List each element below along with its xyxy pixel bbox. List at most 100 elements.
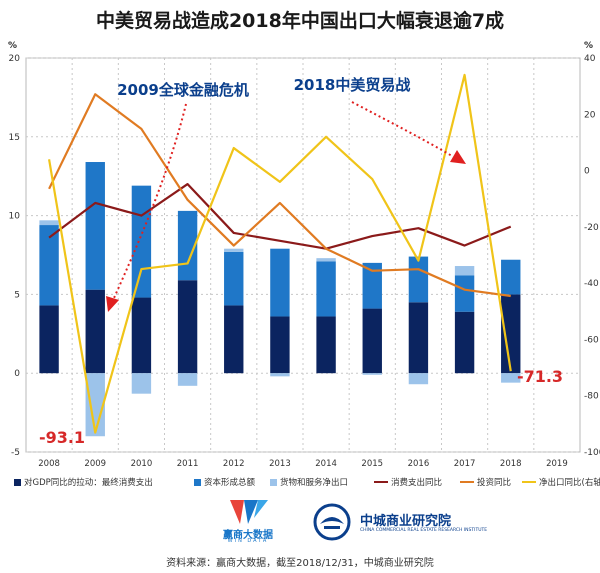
bar-consumption (501, 294, 521, 374)
winbrand-name: 赢商大数据 (223, 530, 273, 541)
legend-label: 投资同比 (477, 478, 512, 488)
legend-item-consumption-yoy: 消费支出同比 (374, 476, 442, 488)
x-tick-label: 2012 (223, 459, 245, 469)
x-tick-label: 2014 (315, 459, 337, 469)
chart-canvas: %% -5 0 5 10 15 20 -100 -80 -60 -40 -20 0 20 40 2008 200… (8, 41, 600, 469)
arrow-2009-head (106, 296, 119, 312)
x-tick-label: 2013 (269, 459, 291, 469)
right-tick-label: 40 (584, 54, 596, 64)
bar-net-export (39, 220, 59, 226)
annotation-2018-tradewar: 2018中美贸易战 (294, 76, 411, 94)
left-tick-label: 5 (14, 290, 20, 300)
x-tick-label: 2009 (84, 459, 106, 469)
bar-net-export (316, 258, 336, 262)
legend-swatch (522, 481, 536, 483)
annotation-2009-crisis: 2009全球金融危机 (117, 81, 249, 99)
legend-label: 货物和服务净出口 (280, 478, 349, 488)
zc-name: 中城商业研究院 (360, 514, 452, 529)
zc-logo: 中城商业研究院 CHINA COMMERCIAL REAL ESTATE RES… (312, 500, 512, 546)
legend-item-netexport-yoy: 净出口同比(右轴) (522, 476, 600, 488)
bar-capital-formation (177, 210, 198, 281)
x-tick-label: 2016 (408, 459, 430, 469)
arrow-2018-head (450, 150, 466, 164)
arrow-2009-line (113, 103, 187, 299)
right-tick-label: 0 (584, 167, 590, 177)
left-tick-label: 20 (9, 54, 21, 64)
legend-swatch (374, 481, 388, 483)
bar-net-export (362, 373, 382, 375)
legend-swatch (14, 478, 21, 486)
line-consumption-yoy (48, 182, 512, 250)
winbrand-name-en: WIN DATA (227, 538, 269, 544)
legend-swatch (194, 478, 201, 486)
bar-capital-formation (270, 248, 290, 317)
bar-consumption (85, 289, 105, 374)
legend-item-investment-yoy: 投资同比 (460, 476, 511, 488)
zc-mark-icon (313, 503, 351, 541)
chart-title: 中美贸易战造成2018年中国出口大幅衰退逾7成 (95, 10, 505, 32)
legend-label: 资本形成总额 (204, 478, 256, 488)
legend-swatch (460, 481, 474, 483)
line-investment-yoy (48, 93, 511, 298)
bar-capital-formation (501, 259, 521, 295)
bar-capital-formation (362, 262, 382, 309)
legend-label: 对GDP同比的拉动：最终消费支出 (24, 478, 153, 488)
line-netexport-yoy (47, 73, 512, 434)
bar-capital-formation (39, 225, 59, 306)
x-tick-label: 2015 (361, 459, 383, 469)
bar-consumption (39, 305, 59, 374)
zc-name-en: CHINA COMMERCIAL REAL ESTATE RESEARCH IN… (360, 528, 488, 533)
legend-label: 净出口同比(右轴) (539, 478, 600, 488)
right-axis-unit: % (584, 41, 593, 51)
bar-net-export (408, 373, 429, 385)
bar-capital-formation (85, 162, 105, 290)
annotation-value-2018: -71.3 (517, 367, 563, 386)
bar-net-export (224, 248, 244, 252)
bar-net-export (177, 373, 198, 386)
bar-consumption (131, 297, 152, 374)
x-tick-label: 2019 (546, 459, 568, 469)
arrow-2018-line (351, 101, 453, 157)
legend: 对GDP同比的拉动：最终消费支出 资本形成总额 货物和服务净出口 消费支出同比 … (14, 476, 600, 490)
x-tick-label: 2018 (500, 459, 522, 469)
bar-consumption (270, 316, 290, 374)
bar-consumption (362, 308, 382, 374)
right-tick-label: 20 (584, 110, 596, 120)
bar-capital-formation (316, 261, 336, 317)
bar-net-export (131, 373, 152, 394)
right-tick-label: -40 (584, 279, 599, 289)
legend-item-net-export: 货物和服务净出口 (270, 476, 348, 488)
bar-capital-formation (454, 275, 475, 312)
x-tick-label: 2010 (131, 459, 153, 469)
right-tick-label: -60 (584, 335, 599, 345)
logo-area: 赢商大数据 WIN DATA 中城商业研究院 CHINA COMMERCIAL … (0, 494, 600, 550)
bar-consumption (316, 316, 336, 374)
right-tick-label: -80 (584, 392, 599, 402)
bar-net-export (270, 373, 290, 377)
bar-capital-formation (408, 256, 429, 303)
bar-capital-formation (224, 251, 244, 306)
x-tick-label: 2017 (454, 459, 476, 469)
bar-net-export (85, 373, 105, 437)
bar-consumption (224, 305, 244, 374)
bar-capital-formation (131, 185, 152, 298)
bar-net-export (501, 373, 521, 383)
left-axis-unit: % (8, 41, 17, 51)
bar-consumption (177, 280, 198, 374)
bar-net-export (454, 266, 475, 276)
legend-item-consumption-contribution: 对GDP同比的拉动：最终消费支出 (14, 476, 153, 488)
legend-item-capital-formation: 资本形成总额 (194, 476, 255, 488)
winbrand-logo: 赢商大数据 WIN DATA (218, 496, 278, 546)
right-tick-label: -100 (584, 448, 600, 458)
bar-consumption (408, 302, 429, 374)
bar-consumption (454, 311, 475, 374)
x-tick-label: 2011 (177, 459, 199, 469)
legend-label: 消费支出同比 (391, 478, 443, 488)
right-tick-label: -20 (584, 223, 599, 233)
source-note: 资料来源：赢商大数据，截至2018/12/31，中城商业研究院 (166, 558, 434, 569)
annotation-value-2009: -93.1 (39, 428, 85, 447)
left-tick-label: -5 (11, 448, 20, 458)
left-tick-label: 10 (9, 212, 21, 222)
left-tick-label: 0 (14, 369, 20, 379)
x-tick-label: 2008 (38, 459, 60, 469)
